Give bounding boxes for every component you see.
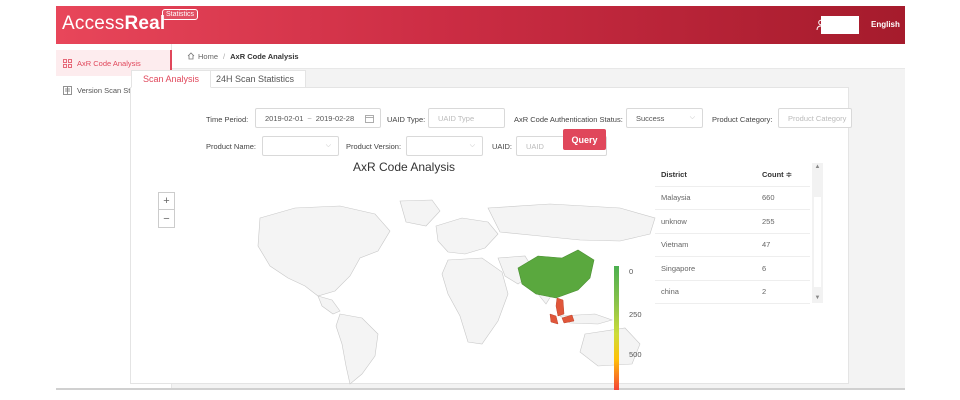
- europe: [435, 217, 499, 255]
- uaid-type-label: UAID Type:: [387, 115, 426, 124]
- table-row[interactable]: Singapore 6: [655, 257, 810, 281]
- grid-icon: [63, 58, 72, 68]
- table-row[interactable]: Vietnam 47: [655, 234, 810, 257]
- table-row[interactable]: china 2: [655, 281, 810, 304]
- uaid-type-input[interactable]: UAID Type: [428, 108, 505, 128]
- app-logo[interactable]: AccessReal: [62, 13, 166, 34]
- chevron-down-icon: ⌵: [469, 142, 475, 149]
- count-cell: 660: [762, 193, 775, 203]
- australia: [579, 327, 641, 367]
- sidebar-item-version-scan-statistics[interactable]: Version Scan Statistics: [56, 77, 172, 103]
- district-cell: Vietnam: [661, 240, 689, 250]
- calendar-icon: [365, 115, 374, 123]
- count-cell: 6: [762, 263, 767, 273]
- query-button[interactable]: Query: [563, 129, 606, 150]
- count-cell: 2: [762, 287, 767, 297]
- zoom-in-button[interactable]: +: [159, 193, 174, 210]
- breadcrumb-current: AxR Code Analysis: [230, 51, 299, 61]
- tab-scan-analysis[interactable]: Scan Analysis: [131, 70, 212, 88]
- table-row[interactable]: Malaysia 660: [655, 187, 810, 210]
- zoom-out-button[interactable]: −: [163, 212, 170, 225]
- sidebar-item-label: Version Scan Statistics: [77, 85, 154, 95]
- auth-status-label: AxR Code Authentication Status:: [514, 115, 623, 124]
- uaid-label: UAID:: [492, 142, 513, 151]
- top-bar: AccessReal Statistics English: [56, 6, 905, 44]
- count-cell: 47: [762, 240, 771, 250]
- district-cell: china: [661, 287, 679, 297]
- auth-status-select[interactable]: Success ⌵: [626, 108, 703, 128]
- product-category-label: Product Category:: [712, 115, 773, 124]
- district-cell: Singapore: [661, 263, 696, 273]
- column-header-count[interactable]: Count ≑: [762, 169, 793, 179]
- user-name-box[interactable]: [821, 16, 859, 34]
- map-zoom-control: + −: [158, 192, 175, 228]
- product-version-select[interactable]: ⌵: [406, 136, 483, 156]
- language-switch[interactable]: English: [871, 20, 900, 29]
- greenland: [399, 199, 441, 227]
- scroll-up-icon[interactable]: ▲: [814, 164, 821, 170]
- home-icon: [187, 52, 195, 60]
- list-icon: [63, 85, 72, 95]
- map-title: AxR Code Analysis: [352, 160, 456, 174]
- table-scrollbar[interactable]: ▲ ▼: [812, 163, 823, 303]
- column-header-district[interactable]: District: [661, 169, 687, 179]
- district-cell: Malaysia: [661, 193, 691, 203]
- product-name-label: Product Name:: [206, 142, 257, 151]
- malaysia-region: [549, 313, 575, 325]
- date-end: 2019-02-28: [315, 113, 355, 123]
- scroll-down-icon[interactable]: ▼: [814, 295, 821, 301]
- product-category-placeholder: Product Category: [788, 113, 847, 123]
- product-name-select[interactable]: ⌵: [262, 136, 339, 156]
- vietnam-region: [555, 297, 565, 317]
- scrollbar-thumb[interactable]: [814, 197, 821, 287]
- breadcrumb: Home / AxR Code Analysis: [172, 44, 905, 69]
- breadcrumb-home[interactable]: Home: [198, 51, 219, 61]
- china-region: [517, 249, 595, 299]
- sidebar-item-axr-code-analysis[interactable]: AxR Code Analysis: [56, 50, 172, 76]
- central-america: [317, 295, 341, 315]
- sidebar-item-label: AxR Code Analysis: [77, 58, 141, 68]
- district-cell: unknow: [661, 216, 687, 226]
- time-period-label: Time Period:: [206, 115, 249, 124]
- table-row[interactable]: unknow 255: [655, 210, 810, 234]
- south-america: [335, 313, 379, 385]
- russia: [487, 203, 656, 242]
- world-map[interactable]: [200, 196, 670, 386]
- north-america: [257, 205, 391, 297]
- map-color-legend: [614, 266, 619, 390]
- legend-tick: 250: [629, 310, 642, 319]
- legend-tick: 500: [629, 350, 642, 359]
- auth-status-value: Success: [636, 113, 665, 123]
- date-range-picker[interactable]: 2019-02-01 ~ 2019-02-28: [255, 108, 381, 128]
- district-count-table: District Count ≑ Malaysia 660 unknow 255 V…: [655, 163, 810, 304]
- tab-24h-scan-statistics[interactable]: 24H Scan Statistics: [204, 70, 307, 88]
- africa: [441, 257, 509, 345]
- legend-tick: 0: [629, 267, 634, 276]
- product-version-label: Product Version:: [346, 142, 402, 151]
- product-category-select[interactable]: Product Category: [778, 108, 852, 128]
- chevron-down-icon: ⌵: [325, 142, 331, 149]
- logo-tag: Statistics: [162, 9, 199, 20]
- table-header: District Count ≑: [655, 163, 810, 187]
- chevron-down-icon: ⌵: [689, 114, 695, 121]
- date-start: 2019-02-01: [265, 113, 304, 123]
- date-separator: ~: [307, 113, 312, 123]
- count-cell: 255: [762, 216, 775, 226]
- breadcrumb-separator: /: [223, 51, 226, 61]
